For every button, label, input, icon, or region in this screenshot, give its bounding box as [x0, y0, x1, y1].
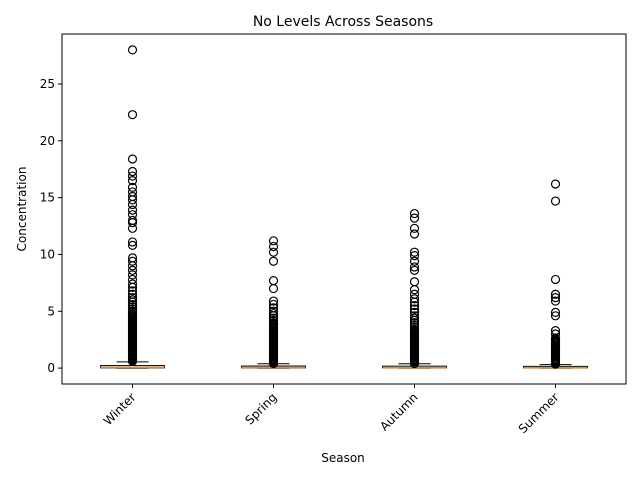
outlier-point — [127, 295, 138, 305]
outlier-point — [127, 205, 138, 215]
outlier-point — [550, 325, 561, 336]
outlier-point — [409, 304, 420, 314]
outlier-point — [409, 277, 420, 287]
outlier-point — [409, 247, 420, 257]
outlier-point — [409, 311, 420, 321]
outlier-point — [409, 318, 420, 328]
outlier-point — [550, 296, 561, 306]
outlier-point — [127, 191, 138, 202]
y-tick-label: 15 — [40, 191, 55, 205]
y-tick-label: 0 — [47, 361, 55, 375]
outlier-point — [127, 256, 138, 266]
outlier-point — [127, 304, 138, 314]
y-tick-label: 5 — [47, 304, 55, 318]
outlier-point — [550, 196, 561, 206]
box-summer — [523, 179, 588, 369]
outlier-point — [268, 247, 279, 257]
outlier-point — [127, 45, 138, 55]
outlier-point — [409, 250, 420, 261]
y-tick-label: 10 — [40, 247, 55, 261]
outlier-point — [268, 308, 279, 319]
outlier-point — [409, 300, 420, 311]
y-tick-label: 20 — [40, 134, 55, 148]
x-tick-label-spring: Spring — [242, 390, 279, 427]
outlier-point — [127, 210, 138, 220]
plot-frame — [61, 33, 627, 385]
outlier-point — [409, 256, 420, 266]
outlier-point — [127, 302, 138, 312]
box-spring — [241, 236, 306, 369]
outlier-point — [409, 294, 420, 304]
outlier-point — [268, 275, 279, 286]
outlier-point — [127, 215, 138, 225]
outlier-point — [550, 307, 561, 318]
outlier-point — [409, 213, 420, 223]
box-winter — [100, 45, 165, 369]
outlier-point — [127, 240, 138, 250]
outlier-point — [409, 307, 420, 318]
outlier-point — [409, 262, 420, 272]
chart-title: No Levels Across Seasons — [253, 14, 433, 30]
y-axis-label: Concentration — [15, 167, 29, 252]
outlier-point — [127, 265, 138, 275]
outlier-point — [127, 279, 138, 289]
outlier-point — [268, 283, 279, 294]
outlier-point — [127, 299, 138, 310]
outlier-point — [127, 289, 138, 299]
outlier-point — [550, 293, 561, 303]
outlier-point — [409, 265, 420, 275]
outlier-point — [127, 182, 138, 193]
outlier-point — [550, 311, 561, 321]
outlier-point — [550, 333, 561, 343]
outlier-point — [127, 166, 138, 177]
outlier-point — [268, 315, 279, 325]
outlier-point — [127, 110, 138, 120]
outlier-point — [127, 286, 138, 296]
outlier-point — [127, 253, 138, 263]
outlier-point — [268, 303, 279, 313]
outlier-point — [268, 296, 279, 306]
outlier-point — [550, 289, 561, 299]
outlier-point — [127, 293, 138, 303]
outlier-point — [409, 289, 420, 299]
outlier-point — [409, 313, 420, 323]
box-autumn — [382, 208, 447, 369]
outlier-point — [268, 236, 279, 246]
outlier-point — [268, 241, 279, 252]
outlier-point — [127, 270, 138, 280]
x-tick-label-autumn: Autumn — [377, 390, 420, 433]
outlier-point — [268, 306, 279, 316]
outlier-point — [409, 223, 420, 233]
outlier-point — [409, 229, 420, 239]
axes: 0 5 10 15 20 25 Winter Spring Autumn Summer — [40, 77, 562, 436]
plot-area — [100, 45, 588, 369]
outlier-point — [127, 187, 138, 197]
outlier-point — [550, 329, 561, 339]
x-tick-label-winter: Winter — [101, 390, 139, 428]
outlier-point — [127, 154, 138, 164]
outlier-point — [409, 320, 420, 330]
outlier-point — [127, 306, 138, 316]
outlier-point — [268, 318, 279, 328]
outlier-point — [550, 274, 561, 285]
outlier-point — [409, 208, 420, 219]
outlier-point — [127, 274, 138, 285]
outlier-point — [268, 256, 279, 266]
x-tick-label-summer: Summer — [516, 390, 562, 436]
outlier-point — [127, 237, 138, 247]
y-tick-label: 25 — [40, 77, 55, 91]
x-axis-label: Season — [321, 451, 365, 465]
outlier-point — [550, 179, 561, 189]
outlier-point — [127, 175, 138, 186]
outlier-point — [409, 324, 420, 335]
outlier-point — [268, 299, 279, 310]
outlier-point — [409, 322, 420, 332]
outlier-point — [268, 313, 279, 323]
outlier-point — [127, 171, 138, 181]
